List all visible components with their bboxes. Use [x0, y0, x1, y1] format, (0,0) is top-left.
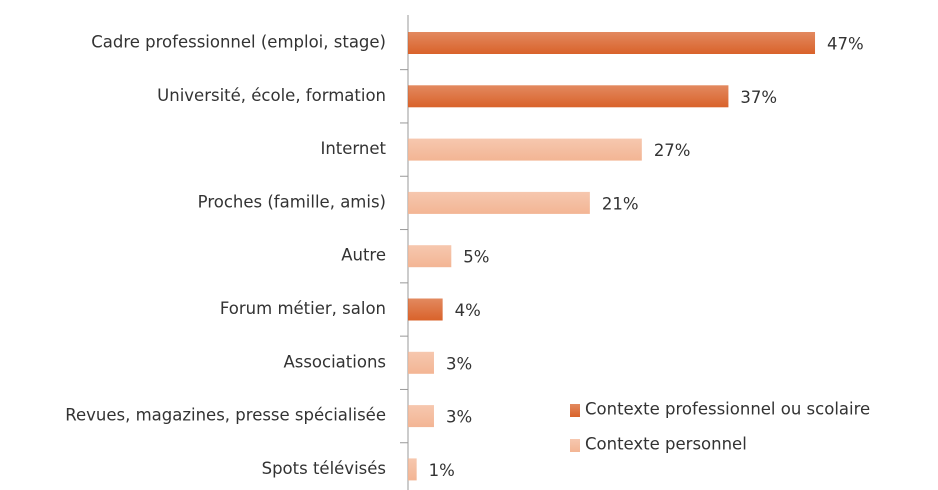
legend-label: Contexte professionnel ou scolaire [585, 400, 870, 419]
value-label: 4% [455, 301, 481, 320]
y-tick-label: Associations [283, 352, 386, 371]
bar [408, 458, 417, 481]
bar [408, 405, 434, 428]
y-tick-label: Revues, magazines, presse spécialisée [65, 406, 386, 425]
bar [408, 191, 590, 214]
y-tick-label: Internet [320, 139, 386, 158]
y-tick-label: Cadre professionnel (emploi, stage) [91, 33, 386, 52]
y-tick-label: Université, école, formation [157, 86, 386, 105]
bar [408, 245, 452, 268]
value-label: 47% [827, 35, 864, 54]
bar [408, 298, 443, 321]
bar [408, 138, 642, 161]
value-label: 37% [740, 88, 777, 107]
bar [408, 32, 816, 54]
y-tick-label: Autre [341, 246, 386, 265]
value-label: 5% [463, 248, 489, 267]
value-label: 3% [446, 354, 472, 373]
y-tick-label: Proches (famille, amis) [198, 192, 386, 211]
legend-marker [570, 404, 580, 417]
value-label: 21% [602, 194, 639, 213]
y-tick-label: Spots télévisés [262, 459, 386, 478]
value-label: 27% [654, 141, 691, 160]
value-label: 1% [429, 461, 455, 480]
value-label: 3% [446, 408, 472, 427]
legend-label: Contexte personnel [585, 435, 747, 454]
bar [408, 351, 434, 374]
bar [408, 85, 729, 108]
legend-marker [570, 439, 580, 452]
y-tick-label: Forum métier, salon [220, 299, 386, 318]
